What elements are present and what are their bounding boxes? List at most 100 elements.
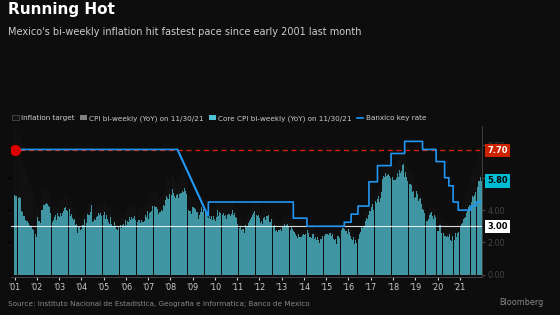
Bar: [99, 215, 100, 275]
Bar: [447, 234, 449, 275]
Bar: [173, 193, 174, 275]
Bar: [106, 205, 107, 275]
Bar: [322, 237, 323, 275]
Bar: [93, 221, 94, 275]
Bar: [142, 222, 143, 275]
Bar: [108, 223, 109, 275]
Bar: [31, 186, 32, 275]
Bar: [67, 198, 68, 275]
Bar: [347, 229, 348, 275]
Bar: [315, 232, 316, 275]
Bar: [173, 176, 174, 275]
Bar: [151, 194, 152, 275]
Bar: [144, 220, 145, 275]
Bar: [15, 196, 16, 275]
Bar: [438, 217, 439, 275]
Bar: [152, 206, 153, 275]
Bar: [336, 244, 337, 275]
Bar: [141, 220, 142, 275]
Bar: [146, 206, 147, 275]
Bar: [351, 234, 352, 275]
Bar: [282, 226, 283, 275]
Bar: [146, 217, 147, 275]
Bar: [325, 230, 326, 275]
Bar: [312, 234, 313, 275]
Bar: [390, 178, 391, 275]
Bar: [389, 162, 390, 275]
Bar: [137, 205, 138, 275]
Bar: [269, 212, 270, 275]
Bar: [427, 213, 428, 275]
Bar: [192, 207, 193, 275]
Bar: [404, 177, 405, 275]
Bar: [376, 203, 377, 275]
Bar: [389, 176, 390, 275]
Bar: [83, 215, 84, 275]
Bar: [451, 241, 452, 275]
Bar: [46, 203, 47, 275]
Bar: [472, 172, 473, 275]
Bar: [107, 219, 108, 275]
Bar: [226, 219, 227, 275]
Bar: [373, 209, 374, 275]
Bar: [209, 209, 211, 275]
Bar: [44, 205, 45, 275]
Bar: [452, 236, 454, 275]
Bar: [315, 237, 316, 275]
Bar: [454, 240, 455, 275]
Bar: [115, 227, 116, 275]
Bar: [404, 162, 405, 275]
Bar: [122, 225, 123, 275]
Bar: [465, 197, 466, 275]
Bar: [291, 227, 292, 275]
Bar: [295, 232, 296, 275]
Bar: [248, 223, 249, 275]
Bar: [378, 196, 379, 275]
Bar: [366, 212, 367, 275]
Bar: [102, 203, 104, 275]
Bar: [132, 219, 133, 275]
Bar: [462, 223, 463, 275]
Bar: [237, 223, 239, 275]
Bar: [166, 196, 167, 275]
Bar: [185, 173, 186, 275]
Bar: [334, 240, 335, 275]
Bar: [478, 151, 479, 275]
Bar: [353, 237, 354, 275]
Bar: [39, 211, 40, 275]
Bar: [304, 235, 305, 275]
Bar: [87, 203, 88, 275]
Bar: [32, 191, 33, 275]
Bar: [158, 200, 160, 275]
Bar: [168, 179, 169, 275]
Bar: [396, 177, 398, 275]
Bar: [277, 223, 278, 275]
Bar: [247, 218, 248, 275]
Bar: [263, 218, 264, 275]
Bar: [416, 192, 417, 275]
Bar: [125, 220, 126, 275]
Bar: [479, 149, 480, 275]
Bar: [430, 213, 431, 275]
Bar: [349, 232, 350, 275]
Bar: [435, 217, 436, 275]
Bar: [70, 201, 71, 275]
Bar: [352, 240, 353, 275]
Bar: [88, 203, 89, 275]
Bar: [279, 230, 280, 275]
Bar: [42, 195, 43, 275]
Bar: [184, 170, 185, 275]
Bar: [119, 217, 120, 275]
Bar: [424, 211, 426, 275]
Bar: [434, 206, 435, 275]
Bar: [416, 183, 417, 275]
Bar: [92, 211, 93, 275]
Bar: [80, 219, 81, 275]
Bar: [383, 163, 384, 275]
Bar: [371, 207, 372, 275]
Bar: [343, 221, 344, 275]
Bar: [25, 220, 26, 275]
Bar: [14, 130, 15, 275]
Bar: [41, 210, 42, 275]
Bar: [431, 212, 432, 275]
